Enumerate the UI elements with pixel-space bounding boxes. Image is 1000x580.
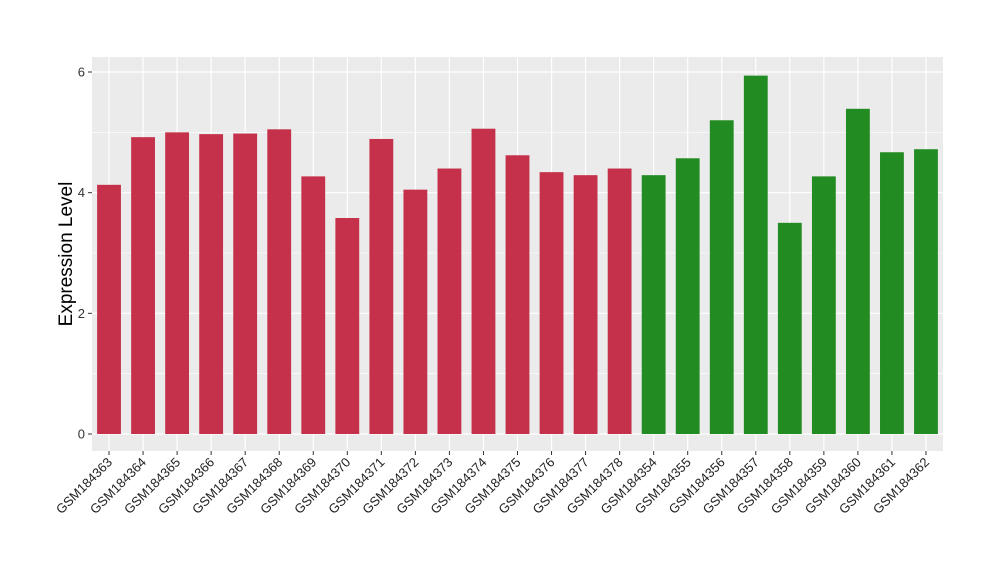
bar-gsm184378 — [607, 168, 632, 435]
bar-gsm184366 — [199, 134, 224, 435]
y-tick-label: 2 — [78, 306, 85, 321]
bar-gsm184375 — [505, 155, 530, 434]
bar-gsm184369 — [301, 176, 326, 435]
bar-gsm184357 — [743, 75, 768, 435]
bar-gsm184371 — [369, 138, 394, 434]
bar-gsm184374 — [471, 128, 496, 435]
bar-gsm184373 — [437, 168, 462, 435]
bar-gsm184372 — [403, 189, 428, 434]
bar-gsm184377 — [573, 175, 598, 435]
bars — [97, 75, 938, 435]
bar-gsm184356 — [709, 120, 734, 435]
bar-gsm184360 — [845, 108, 870, 434]
y-axis-title: Expression Level — [56, 182, 77, 327]
bar-gsm184364 — [131, 137, 155, 434]
y-axis: 0 2 4 6 — [78, 65, 92, 442]
y-tick-label: 4 — [78, 185, 85, 200]
bar-gsm184359 — [811, 176, 836, 435]
bar-gsm184376 — [539, 172, 564, 435]
bar-gsm184362 — [914, 149, 938, 434]
bar-gsm184361 — [880, 152, 904, 434]
bar-gsm184367 — [233, 133, 258, 435]
bar-gsm184354 — [641, 175, 666, 435]
x-axis: GSM184363GSM184364GSM184365GSM184366GSM1… — [53, 451, 932, 517]
bar-gsm184355 — [675, 158, 700, 434]
bar-gsm184358 — [777, 222, 802, 434]
y-tick-label: 0 — [78, 427, 85, 442]
bar-gsm184363 — [97, 184, 121, 434]
bar-gsm184368 — [267, 129, 292, 435]
bar-gsm184365 — [165, 132, 190, 435]
y-tick-label: 6 — [78, 65, 85, 80]
bar-gsm184370 — [335, 218, 360, 434]
